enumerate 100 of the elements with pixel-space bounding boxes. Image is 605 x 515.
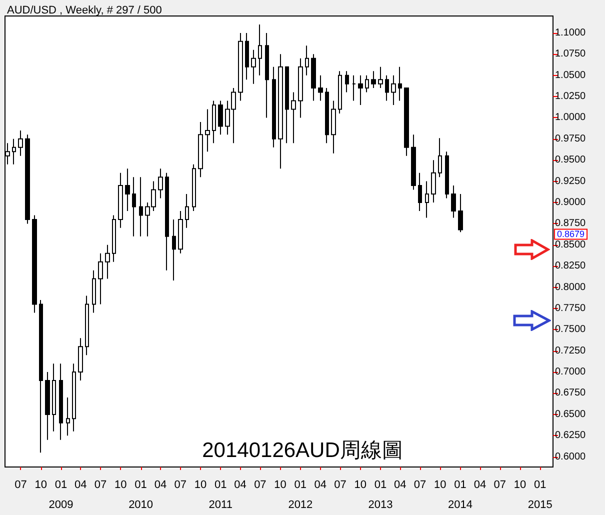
x-tick-label: 04 (154, 479, 167, 491)
y-tick-label: 1.0250 (555, 91, 586, 102)
candlestick (118, 172, 123, 228)
x-tick-label: 10 (274, 479, 286, 491)
candlestick (451, 185, 456, 218)
candlestick (438, 138, 442, 178)
x-tick-label: 01 2015 (528, 479, 552, 511)
x-tick-label: 07 (414, 479, 426, 491)
candlestick (458, 194, 463, 233)
x-tick-label: 10 (194, 479, 207, 491)
candlestick (331, 100, 336, 154)
x-tick-label: 10 (114, 479, 127, 491)
candlestick (25, 134, 30, 224)
x-tick-label: 01 2010 (128, 479, 154, 511)
candlestick (165, 172, 169, 271)
candlestick (338, 70, 342, 114)
candlestick (92, 270, 96, 314)
candlestick (198, 121, 203, 178)
candlestick (18, 130, 23, 156)
candlestick (272, 66, 276, 148)
candlestick (105, 244, 110, 280)
y-tick-label: 0.8250 (555, 260, 586, 272)
candlestick (39, 299, 43, 454)
y-tick-label: 0.6250 (555, 430, 586, 442)
annotation: 20140126AUD周線圖 (202, 439, 403, 462)
candlestick (345, 70, 349, 93)
candlestick (298, 58, 303, 118)
x-tick-label: 10 (514, 479, 526, 491)
candlestick (245, 32, 249, 80)
candlestick (212, 100, 216, 144)
x-tick-label: 07 (14, 479, 27, 491)
candlestick (311, 54, 316, 102)
x-tick-label: 01 2011 (208, 479, 232, 511)
y-tick-label: 1.0500 (555, 70, 586, 81)
candlestick (398, 66, 402, 102)
y-tick-label: 1.0750 (555, 48, 586, 60)
y-tick-label: 0.6000 (555, 451, 586, 462)
x-tick-label: 04 (394, 479, 406, 491)
candlestick (59, 363, 63, 440)
x-tick-label: 04 (74, 479, 87, 491)
y-tick-label: 0.7000 (555, 366, 586, 378)
candlestick (425, 180, 429, 218)
x-tick-label: 01 2013 (368, 479, 393, 511)
x-tick-label: 07 (494, 479, 506, 491)
candlestick (132, 176, 136, 237)
candlestick (411, 134, 416, 190)
candlestick (265, 32, 269, 118)
candlestick (238, 32, 243, 102)
candlestick (445, 151, 449, 199)
candlestick (431, 160, 436, 204)
x-tick-label: 10 (34, 479, 47, 491)
x-tick-label: 07 (254, 479, 266, 491)
text: 0.8679 (557, 229, 585, 240)
y-tick-label: 0.7500 (555, 324, 586, 336)
y-tick-label: 0.6750 (555, 388, 586, 399)
x-tick-label: 07 (94, 479, 107, 491)
y-tick-label: 0.9000 (555, 197, 586, 208)
candlestick (192, 164, 196, 212)
candlestick (391, 74, 396, 106)
candlestick (318, 74, 323, 102)
candlestick (139, 176, 143, 237)
candlestick (125, 168, 130, 212)
x-tick-label: 10 (434, 479, 446, 491)
x-tick-label: 01 2012 (288, 479, 313, 511)
y-tick-label: 1.1000 (555, 27, 586, 38)
candlestick (404, 88, 409, 156)
candlestick (85, 295, 89, 356)
y-tick-label: 0.7250 (555, 345, 586, 356)
candlestick (178, 210, 183, 254)
candlestick (52, 363, 56, 432)
candlestick (352, 74, 356, 102)
candlestick (98, 252, 103, 305)
x-tick-label: 04 (314, 479, 326, 491)
candlestick (66, 396, 70, 436)
y-tick-label: 1.0000 (555, 112, 586, 124)
x-tick-label: 07 (174, 479, 187, 491)
candlestick (72, 363, 76, 432)
candlestick (45, 372, 50, 440)
candlestick (158, 168, 163, 199)
candlestick (185, 194, 189, 228)
candlestick (12, 138, 16, 165)
candlestick (371, 70, 376, 89)
candlestick (385, 74, 389, 102)
candlestick (285, 66, 289, 144)
y-tick-label: 0.9750 (555, 133, 586, 144)
x-tick-label: 04 (234, 479, 246, 491)
candlestick (278, 54, 283, 170)
chart-title: AUD/USD , Weekly, # 297 / 500 (7, 4, 162, 16)
y-tick-label: 0.9250 (555, 176, 586, 187)
candlestick (112, 214, 116, 262)
y-tick-label: 0.7750 (555, 302, 586, 314)
y-tick-label: 0.6500 (555, 408, 586, 420)
x-tick-label: 04 (474, 479, 486, 491)
candlestick (305, 45, 309, 76)
candlestick (258, 24, 262, 76)
y-tick-label: 0.8750 (555, 218, 586, 230)
y-tick-label: 0.9500 (555, 154, 586, 166)
candlestick (358, 74, 363, 106)
x-tick-label: 01 2014 (448, 479, 473, 511)
candlestick (418, 172, 422, 212)
